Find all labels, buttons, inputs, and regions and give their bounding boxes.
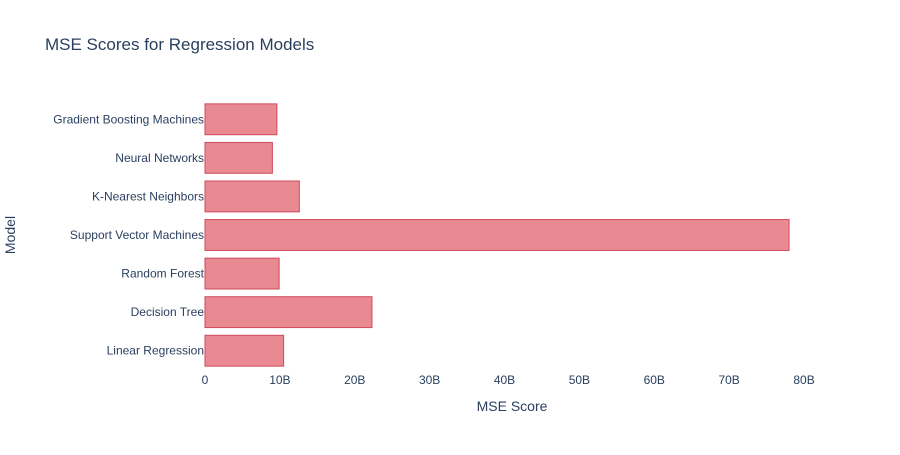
y-axis-title: Model (2, 216, 18, 254)
category-label: Neural Networks (115, 151, 204, 165)
x-tick-label: 80B (793, 373, 814, 387)
x-tick-label: 0 (202, 373, 209, 387)
bar-k-nearest-neighbors[interactable] (204, 180, 300, 213)
category-label: K-Nearest Neighbors (92, 189, 204, 203)
bar-gradient-boosting-machines[interactable] (204, 103, 278, 136)
x-tick-label: 10B (269, 373, 290, 387)
x-tick-label: 40B (494, 373, 515, 387)
x-tick-label: 50B (569, 373, 590, 387)
x-tick-labels: 0 10B 20B 30B 40B 50B 60B 70B 80B (202, 373, 815, 387)
category-label: Support Vector Machines (70, 228, 204, 242)
x-tick-label: 70B (718, 373, 739, 387)
chart-title: MSE Scores for Regression Models (45, 35, 314, 54)
category-label: Gradient Boosting Machines (53, 112, 204, 126)
x-tick-label: 20B (344, 373, 365, 387)
bar-support-vector-machines[interactable] (204, 219, 790, 251)
bars-layer (204, 103, 790, 367)
bar-decision-tree[interactable] (204, 296, 373, 329)
category-label: Linear Regression (107, 344, 204, 358)
bar-random-forest[interactable] (204, 257, 280, 290)
x-tick-label: 30B (419, 373, 440, 387)
category-labels: Linear Regression Decision Tree Random For… (53, 112, 204, 357)
bar-linear-regression[interactable] (204, 334, 285, 367)
x-tick-label: 60B (644, 373, 665, 387)
x-axis-title: MSE Score (477, 398, 548, 414)
category-label: Random Forest (121, 267, 204, 281)
category-label: Decision Tree (131, 305, 205, 319)
bar-neural-networks[interactable] (204, 141, 273, 174)
